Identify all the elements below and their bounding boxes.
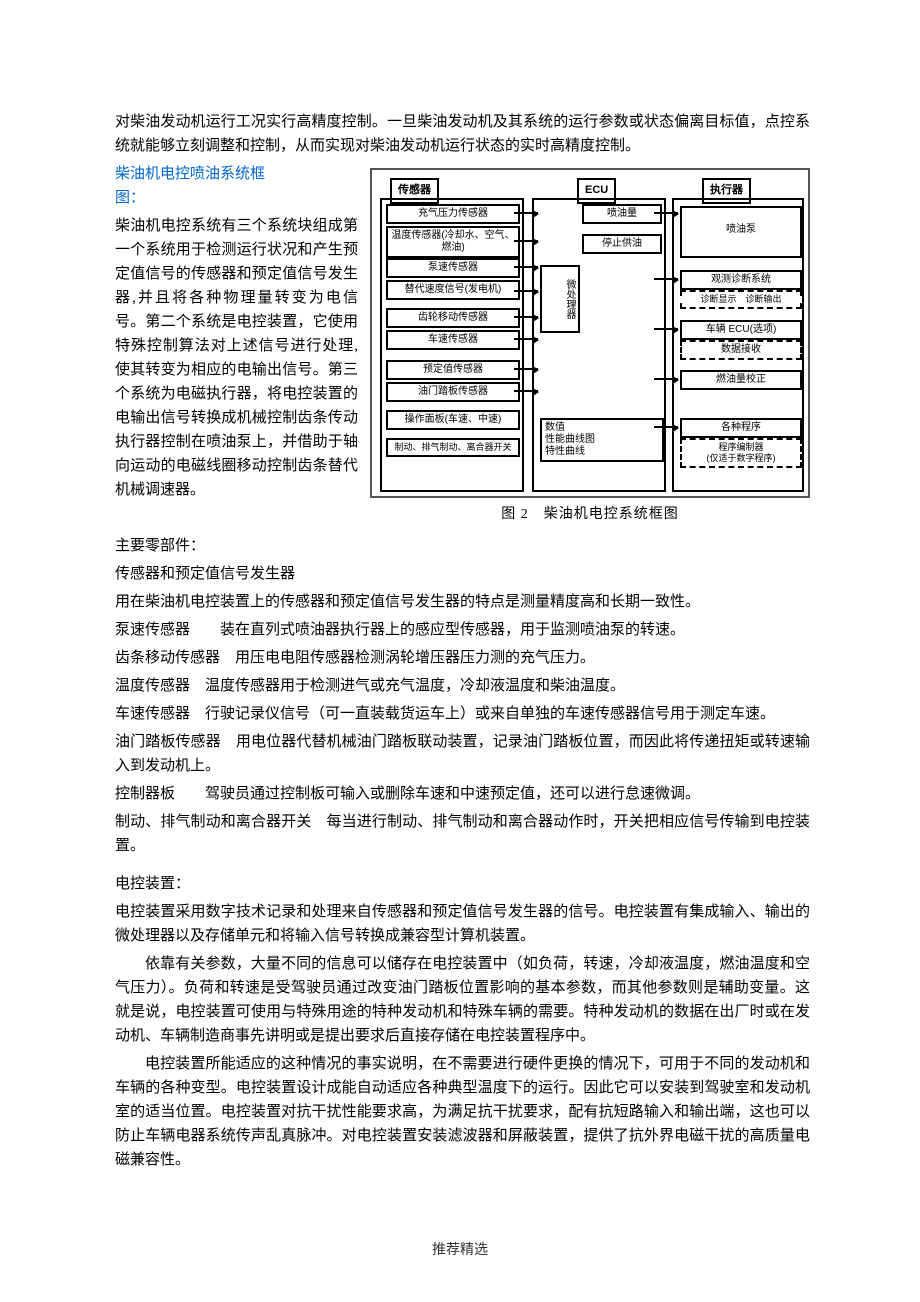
actuator-box: 观测诊断系统	[680, 270, 802, 290]
body-paragraph: 泵速传感器 装在直列式喷油器执行器上的感应型传感器，用于监测喷油泵的转速。	[115, 618, 810, 642]
body-paragraph: 电控装置：	[115, 872, 810, 896]
arrow-icon	[514, 316, 538, 318]
arrow-icon	[514, 212, 538, 214]
sensor-box: 制动、排气制动、离合器开关	[386, 438, 520, 457]
body-paragraph: 油门踏板传感器 用电位器代替机械油门踏板联动装置，记录油门踏板位置，而因此将传递…	[115, 730, 810, 778]
actuator-box: 车辆 ECU(选项)	[680, 320, 802, 340]
arrow-icon	[514, 338, 538, 340]
body-paragraph: 齿条移动传感器 用压电电阻传感器检测涡轮增压器压力测的充气压力。	[115, 646, 810, 670]
body-paragraph: 主要零部件：	[115, 534, 810, 558]
arrow-icon	[654, 378, 678, 380]
arrow-icon	[514, 266, 538, 268]
sensor-box: 操作面板(车速、中速)	[386, 410, 520, 430]
arrow-icon	[514, 290, 538, 292]
actuator-box: 各种程序	[680, 418, 802, 438]
sensor-box: 预定值传感器	[386, 360, 520, 380]
sensor-box: 充气压力传感器	[386, 204, 520, 224]
body-paragraph: 依靠有关参数，大量不同的信息可以储存在电控装置中（如负荷，转速，冷却液温度，燃油…	[115, 952, 810, 1048]
sensor-box: 齿轮移动传感器	[386, 308, 520, 328]
ecu-box: 停止供油	[582, 234, 662, 254]
arrow-icon	[654, 278, 678, 280]
body-paragraph: 电控装置所能适应的这种情况的事实说明，在不需要进行硬件更换的情况下，可用于不同的…	[115, 1052, 810, 1172]
arrow-icon	[514, 368, 538, 370]
document-page: 对柴油发动机运行工况实行高精度控制。一旦柴油发动机及其系统的运行参数或状态偏离目…	[0, 0, 920, 1302]
sensor-box: 温度传感器(冷却水、空气、燃油)	[386, 226, 520, 258]
body-paragraph: 对柴油发动机运行工况实行高精度控制。一旦柴油发动机及其系统的运行参数或状态偏离目…	[115, 110, 810, 158]
actuator-box: 喷油泵	[680, 206, 802, 258]
figure-caption: 图 2 柴油机电控系统框图	[370, 504, 810, 526]
sensor-box: 车速传感器	[386, 330, 520, 350]
arrow-icon	[514, 240, 538, 242]
actuator-box: 数据接收	[680, 340, 802, 360]
arrow-icon	[514, 390, 538, 392]
page-footer: 推荐精选	[0, 1240, 920, 1262]
body-paragraph: 用在柴油机电控装置上的传感器和预定值信号发生器的特点是测量精度高和长期一致性。	[115, 590, 810, 614]
body-paragraph: 控制器板 驾驶员通过控制板可输入或删除车速和中速预定值，还可以进行怠速微调。	[115, 782, 810, 806]
arrow-icon	[654, 212, 678, 214]
figure-block: 传感器 ECU 执行器 充气压力传感器 温度传感器(冷却水、空气、燃油) 泵速传…	[370, 168, 810, 526]
body-paragraph: 电控装置采用数字技术记录和处理来自传感器和预定值信号发生器的信号。电控装置有集成…	[115, 900, 810, 948]
arrow-icon	[654, 328, 678, 330]
body-paragraph: 制动、排气制动和离合器开关 每当进行制动、排气制动和离合器动作时，开关把相应信号…	[115, 810, 810, 858]
body-paragraph: 传感器和预定值信号发生器	[115, 562, 810, 586]
body-paragraph: 车速传感器 行驶记录仪信号（可一直装载货运车上）或来自单独的车速传感器信号用于测…	[115, 702, 810, 726]
cpu-box: 微处理器	[540, 265, 580, 333]
diagram-figure: 传感器 ECU 执行器 充气压力传感器 温度传感器(冷却水、空气、燃油) 泵速传…	[370, 168, 810, 498]
body-paragraph: 温度传感器 温度传感器用于检测进气或充气温度，冷却液温度和柴油温度。	[115, 674, 810, 698]
actuator-box: 程序编制器 (仅适于数字程序)	[680, 438, 802, 468]
ecu-box: 喷油量	[582, 204, 662, 224]
sensor-box: 油门踏板传感器	[386, 382, 520, 402]
sensor-box: 替代速度信号(发电机)	[386, 280, 520, 300]
sensor-box: 泵速传感器	[386, 258, 520, 278]
ecu-box: 数值 性能曲线图 特性曲线	[540, 418, 664, 462]
actuator-box: 诊断显示 诊断输出	[680, 290, 802, 309]
arrow-icon	[654, 426, 678, 428]
actuator-box: 燃油量校正	[680, 370, 802, 390]
